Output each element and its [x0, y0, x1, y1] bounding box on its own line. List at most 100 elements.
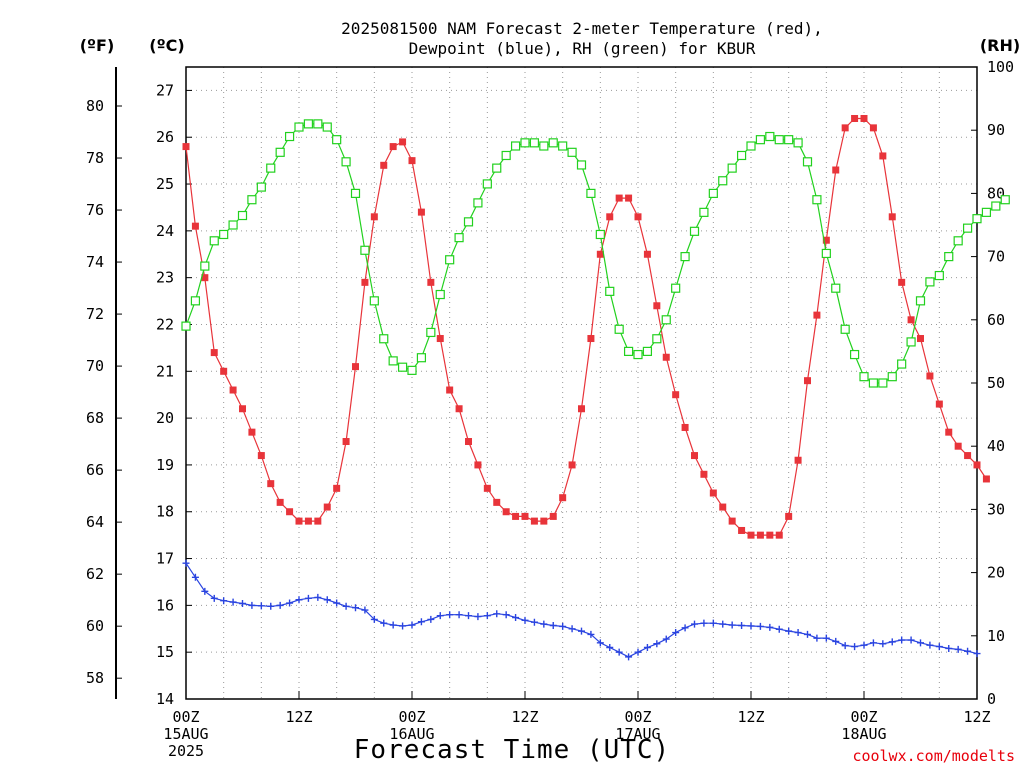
dewpoint-point: [333, 599, 341, 607]
dewpoint-point: [907, 636, 915, 644]
dewpoint-point: [625, 653, 633, 661]
dewpoint-point: [747, 622, 755, 630]
rh-point: [859, 372, 869, 382]
x-tick-label: 12Z: [285, 708, 312, 726]
dewpoint-point: [634, 648, 642, 656]
fahrenheit-tick-label: 64: [86, 513, 104, 531]
rh-point: [350, 188, 361, 198]
fahrenheit-tick-label: 62: [86, 565, 104, 583]
dewpoint-point: [559, 622, 567, 630]
fahrenheit-tick-label: 76: [86, 201, 104, 219]
rh-point: [887, 372, 897, 382]
celsius-tick-label: 15: [156, 643, 174, 661]
dewpoint-point: [653, 640, 661, 648]
temperature-point: [502, 508, 510, 516]
x-tick-label: 00Z: [398, 708, 425, 726]
rh-tick-label: 20: [987, 564, 1005, 582]
rh-point: [793, 138, 803, 148]
celsius-tick-label: 19: [156, 456, 174, 474]
dewpoint-point: [898, 636, 906, 644]
dewpoint-point: [417, 618, 425, 626]
temperature-point: [455, 405, 463, 413]
temperature-point: [719, 503, 727, 511]
rh-point: [765, 131, 775, 142]
rh-point: [360, 245, 370, 255]
dewpoint-point: [615, 648, 623, 656]
dewpoint-point: [248, 601, 256, 609]
dewpoint-point: [756, 622, 764, 630]
dewpoint-point: [295, 596, 303, 604]
temperature-series: [182, 114, 990, 539]
temperature-point: [248, 428, 256, 436]
temperature-point: [568, 461, 576, 469]
rh-point: [313, 119, 323, 129]
rh-point: [501, 150, 511, 161]
temperature-point: [295, 517, 303, 525]
temperature-point: [314, 517, 322, 525]
temperature-point: [935, 400, 943, 408]
rh-point: [840, 324, 850, 334]
rh-point: [1000, 195, 1010, 205]
temperature-point: [210, 349, 218, 357]
temperature-point: [427, 278, 435, 286]
celsius-tick-label: 22: [156, 315, 174, 333]
x-tick-label: 15AUG: [163, 725, 208, 743]
rh-point: [247, 195, 257, 205]
dewpoint-point: [832, 637, 840, 645]
temperature-point: [304, 517, 312, 525]
rh-point: [727, 163, 737, 173]
temperature-point: [578, 405, 585, 413]
watermark: coolwx.com/modelts: [852, 747, 1015, 765]
temperature-point: [512, 512, 520, 520]
temperature-point: [691, 452, 698, 460]
rh-point: [388, 356, 398, 366]
dewpoint-point: [822, 634, 830, 642]
rh-point: [831, 283, 841, 293]
celsius-tick-label: 18: [156, 503, 174, 521]
rh-point: [652, 334, 662, 344]
dewpoint-point: [220, 597, 228, 605]
rh-point: [623, 346, 634, 356]
dewpoint-point: [578, 627, 585, 635]
dewpoint-point: [342, 602, 350, 610]
temperature-point: [361, 278, 369, 286]
dewpoint-point: [869, 639, 877, 647]
rh-point: [671, 283, 681, 293]
rh-point: [520, 138, 530, 148]
rh-tick-label: 30: [987, 500, 1005, 518]
dewpoint-point: [549, 622, 557, 630]
dewpoint-point: [945, 644, 953, 652]
temperature-point: [559, 494, 567, 502]
temperature-point: [662, 353, 670, 361]
rh-point: [906, 337, 916, 347]
rh-point: [237, 210, 248, 221]
rh-point: [341, 157, 351, 167]
rh-point: [369, 296, 379, 306]
temperature-point: [945, 428, 953, 436]
rh-point: [303, 119, 314, 129]
rh-point: [558, 141, 568, 151]
fahrenheit-tick-label: 72: [86, 305, 104, 323]
dewpoint-point: [709, 619, 717, 627]
rh-point: [633, 349, 643, 360]
temperature-point: [728, 517, 736, 525]
temperature-point: [370, 213, 378, 221]
celsius-tick-label: 17: [156, 550, 174, 568]
dewpoint-point: [973, 650, 981, 658]
temperature-point: [672, 391, 680, 399]
rh-point: [953, 236, 963, 246]
temperature-point: [841, 124, 849, 132]
dewpoint-point: [399, 622, 407, 630]
rh-point: [294, 122, 304, 132]
x-tick-label: 00Z: [850, 708, 877, 726]
dewpoint-point: [446, 611, 454, 619]
rh-point: [849, 349, 860, 360]
temperature-point: [832, 166, 840, 174]
x-tick-label: 00Z: [172, 708, 199, 726]
temperature-point: [917, 335, 924, 343]
dewpoint-point: [512, 614, 520, 622]
temperature-point: [530, 517, 538, 525]
dewpoint-point: [841, 642, 849, 650]
rh-point: [492, 163, 502, 173]
